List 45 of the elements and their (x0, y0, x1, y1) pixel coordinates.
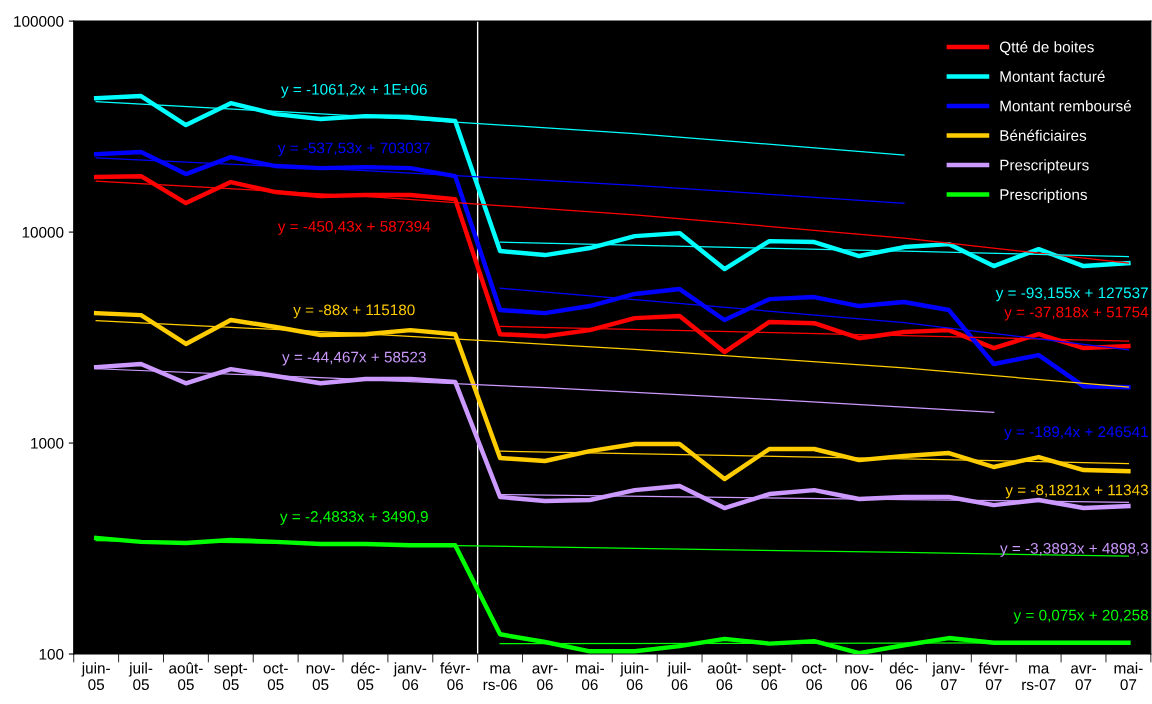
x-tick-label: juil- 05 (128, 662, 153, 691)
x-tick-label: juil- 06 (667, 662, 691, 691)
y-tick-label: 100000 (14, 15, 64, 27)
legend-label: Montant facturé (1000, 70, 1105, 82)
x-tick-label: août- 06 (707, 662, 742, 691)
legend-label: Prescripteurs (1000, 159, 1089, 174)
annotation: y = -450,43x + 587394 (277, 221, 431, 235)
x-tick-label: juin- 05 (81, 662, 110, 691)
x-tick-label: oct- 05 (263, 663, 288, 691)
annotation: y = -44,467x + 58523 (282, 351, 426, 366)
annotation: y = -88x + 115180 (293, 304, 415, 319)
x-tick-label: févr- 07 (978, 662, 1009, 691)
x-tick-label: mai- 06 (576, 662, 605, 691)
x-tick-label: ma rs-07 (1022, 665, 1056, 691)
annotation: y = -2,4833x + 3490,9 (279, 511, 428, 525)
x-tick-label: déc- 05 (351, 662, 380, 691)
x-tick-label: sept- 06 (752, 663, 786, 691)
y-tick-label: 10000 (22, 226, 64, 238)
annotation: y = -93,155x + 127537 (995, 287, 1148, 302)
x-tick-label: mai- 07 (1114, 662, 1143, 691)
legend-label: Prescriptions (1000, 188, 1087, 204)
annotation: y = -537,53x + 703037 (277, 142, 430, 157)
legend-label: Montant remboursé (1000, 100, 1132, 112)
x-tick-label: ma rs-06 (483, 665, 517, 691)
legend-label: Qtté de boites (999, 41, 1094, 56)
x-tick-label: avr- 06 (532, 665, 558, 691)
x-tick-label: oct- 06 (802, 663, 827, 691)
annotation: y = -8,1821x + 11343 (1005, 484, 1148, 499)
annotation: y = 0,075x + 20,258 (1013, 609, 1148, 624)
x-tick-label: janv- 06 (393, 662, 427, 691)
x-tick-label: avr- 07 (1071, 665, 1097, 691)
annotation: y = -1061,2x + 1E+06 (281, 83, 427, 98)
x-tick-label: déc- 06 (889, 662, 919, 691)
x-tick-label: août- 05 (169, 662, 203, 691)
x-tick-label: févr- 06 (440, 662, 470, 691)
annotation: y = -37,818x + 51754 (1004, 306, 1149, 321)
x-tick-label: sept- 05 (214, 663, 248, 691)
annotation: y = -189,4x + 246541 (1004, 426, 1148, 441)
x-tick-label: nov- 06 (845, 665, 874, 691)
x-tick-label: juin- 06 (619, 662, 649, 691)
x-tick-label: nov- 05 (306, 665, 335, 691)
y-tick-label: 100 (39, 648, 64, 660)
legend-label: Bénéficiaires (1000, 129, 1087, 141)
y-tick-label: 1000 (31, 437, 64, 449)
x-tick-label: janv- 07 (931, 662, 965, 691)
